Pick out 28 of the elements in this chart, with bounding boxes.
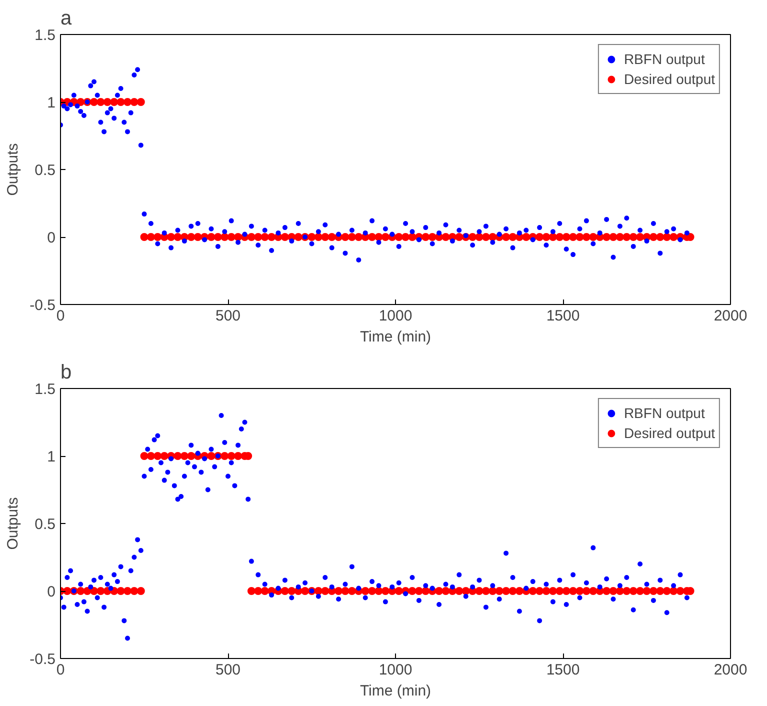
legend-label: Desired output [624,425,715,441]
x-tick-label: 1000 [378,308,412,324]
y-tick-label: 0 [47,584,56,600]
x-tick-label: 1500 [546,308,580,324]
x-tick-label: 2000 [714,308,748,324]
y-axis-title: Outputs [4,143,22,196]
chart-title: b [60,362,72,384]
y-tick-label: 0.5 [34,516,56,533]
y-tick-label: -0.5 [30,651,56,668]
legend-label: Desired output [624,71,715,87]
y-tick-label: 0 [47,230,56,246]
x-tick-label: 1500 [546,662,580,678]
legend-label: RBFN output [624,51,705,67]
y-axis-title: Outputs [4,497,22,550]
x-tick-label: 500 [215,308,241,324]
y-tick-label: 1.5 [34,27,56,44]
x-tick-label: 1000 [378,662,412,678]
chart-title: a [60,8,72,30]
y-tick-label: 1 [47,448,56,466]
x-axis-title: Time (min) [360,328,432,346]
y-tick-label: -0.5 [30,297,56,314]
legend-label: RBFN output [624,405,705,421]
x-tick-label: 500 [215,662,241,678]
y-tick-label: 1 [47,94,56,112]
x-axis-title: Time (min) [360,682,432,700]
y-tick-label: 1.5 [34,381,56,398]
y-tick-label: 0.5 [34,162,56,179]
x-tick-label: 2000 [714,662,748,678]
